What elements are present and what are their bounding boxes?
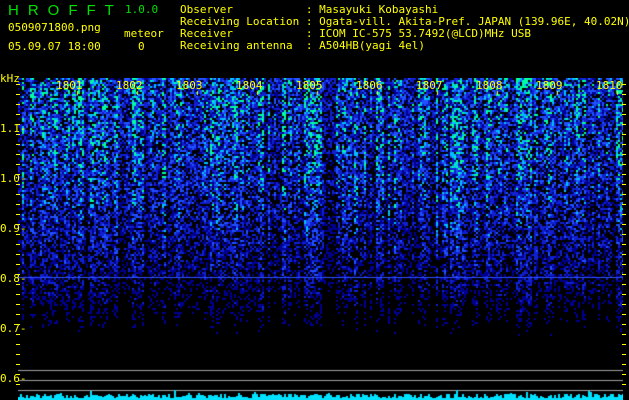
time-tick-label: 1801 xyxy=(56,79,83,92)
freq-minor-tick xyxy=(16,84,20,85)
freq-minor-tick xyxy=(16,324,20,325)
meteor-count: 0 xyxy=(138,40,145,53)
freq-minor-tick xyxy=(16,174,20,175)
info-value: Ogata-vill. Akita-Pref. JAPAN (139.96E, … xyxy=(319,15,629,28)
freq-minor-tick xyxy=(16,284,20,285)
freq-minor-tick xyxy=(622,174,626,175)
freq-minor-tick xyxy=(16,144,20,145)
time-tick-label: 1805 xyxy=(296,79,323,92)
freq-minor-tick xyxy=(622,164,626,165)
freq-minor-tick xyxy=(16,384,20,385)
freq-minor-tick xyxy=(16,354,20,355)
freq-minor-tick xyxy=(16,364,20,365)
time-tick-label: 1810 xyxy=(596,79,623,92)
freq-minor-tick xyxy=(16,164,20,165)
freq-minor-tick xyxy=(622,94,626,95)
freq-minor-tick xyxy=(16,344,20,345)
info-value: ICOM IC-575 53.7492(@LCD)MHz USB xyxy=(319,27,531,40)
time-tick-label: 1809 xyxy=(536,79,563,92)
time-tick-label: 1803 xyxy=(176,79,203,92)
freq-minor-tick xyxy=(16,224,20,225)
freq-minor-tick xyxy=(16,184,20,185)
freq-minor-tick xyxy=(16,204,20,205)
time-tick-label: 1808 xyxy=(476,79,503,92)
freq-minor-tick xyxy=(16,124,20,125)
freq-minor-tick xyxy=(622,144,626,145)
info-row: Receiving antenna : A504HB(yagi 4el) xyxy=(180,40,629,52)
info-label: Receiving antenna : xyxy=(180,39,320,52)
freq-minor-tick xyxy=(16,374,20,375)
freq-minor-tick xyxy=(622,154,626,155)
freq-minor-tick xyxy=(16,304,20,305)
freq-minor-tick xyxy=(622,204,626,205)
freq-minor-tick xyxy=(16,214,20,215)
freq-minor-tick xyxy=(622,124,626,125)
freq-minor-tick xyxy=(16,244,20,245)
freq-minor-tick xyxy=(622,374,626,375)
freq-minor-tick xyxy=(622,314,626,315)
info-label: Observer : xyxy=(180,3,320,16)
info-value: A504HB(yagi 4el) xyxy=(319,39,426,52)
freq-minor-tick xyxy=(622,304,626,305)
freq-minor-tick xyxy=(622,284,626,285)
freq-minor-tick xyxy=(16,314,20,315)
freq-minor-tick xyxy=(16,254,20,255)
spectrogram xyxy=(18,78,623,400)
freq-minor-tick xyxy=(622,184,626,185)
time-tick-label: 1806 xyxy=(356,79,383,92)
freq-minor-tick xyxy=(16,104,20,105)
info-row: Observer : Masayuki Kobayashi xyxy=(180,4,629,16)
info-value: Masayuki Kobayashi xyxy=(319,3,439,16)
meteor-label: meteor xyxy=(124,27,164,40)
freq-minor-tick xyxy=(16,234,20,235)
freq-minor-tick xyxy=(622,364,626,365)
freq-minor-tick xyxy=(622,344,626,345)
freq-minor-tick xyxy=(16,154,20,155)
freq-minor-tick xyxy=(16,264,20,265)
freq-minor-tick xyxy=(16,114,20,115)
info-row: Receiver : ICOM IC-575 53.7492(@LCD)MHz … xyxy=(180,28,629,40)
info-row: Receiving Location : Ogata-vill. Akita-P… xyxy=(180,16,629,28)
freq-minor-tick xyxy=(16,194,20,195)
freq-minor-tick xyxy=(622,234,626,235)
file-name: 0509071800.png xyxy=(8,21,101,34)
freq-minor-tick xyxy=(622,354,626,355)
info-label: Receiver : xyxy=(180,27,320,40)
freq-minor-tick xyxy=(622,264,626,265)
time-tick-label: 1804 xyxy=(236,79,263,92)
freq-minor-tick xyxy=(622,224,626,225)
station-info: Observer : Masayuki Kobayashi Receiving L… xyxy=(180,4,629,52)
freq-minor-tick xyxy=(622,274,626,275)
freq-minor-tick xyxy=(16,274,20,275)
time-tick-label: 1807 xyxy=(416,79,443,92)
freq-minor-tick xyxy=(622,84,626,85)
freq-minor-tick xyxy=(622,254,626,255)
freq-minor-tick xyxy=(622,334,626,335)
freq-minor-tick xyxy=(16,134,20,135)
app-title: HROFFT xyxy=(8,2,123,19)
app-version: 1.0.0 xyxy=(125,3,159,16)
time-tick-label: 1802 xyxy=(116,79,143,92)
freq-minor-tick xyxy=(622,384,626,385)
freq-tick-label: 1.1- xyxy=(0,122,27,135)
freq-minor-tick xyxy=(622,114,626,115)
freq-tick-label: 0.8- xyxy=(0,272,27,285)
freq-minor-tick xyxy=(622,214,626,215)
info-label: Receiving Location : xyxy=(180,15,320,28)
freq-minor-tick xyxy=(16,294,20,295)
freq-tick-label: 0.9- xyxy=(0,222,27,235)
unit-label: kHz xyxy=(0,72,20,85)
freq-minor-tick xyxy=(622,194,626,195)
freq-minor-tick xyxy=(16,334,20,335)
freq-tick-label: 0.7- xyxy=(0,322,27,335)
freq-minor-tick xyxy=(622,104,626,105)
freq-minor-tick xyxy=(16,94,20,95)
freq-minor-tick xyxy=(622,294,626,295)
freq-tick-label: 0.6- xyxy=(0,372,27,385)
freq-minor-tick xyxy=(622,324,626,325)
freq-minor-tick xyxy=(622,134,626,135)
freq-minor-tick xyxy=(622,244,626,245)
freq-tick-label: 1.0- xyxy=(0,172,27,185)
file-datetime: 05.09.07 18:00 xyxy=(8,40,101,53)
